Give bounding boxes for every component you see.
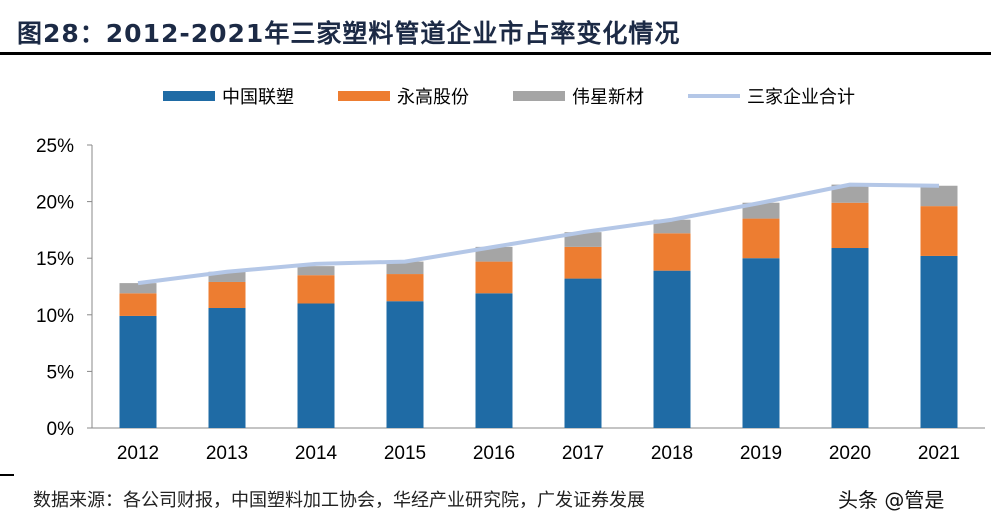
y-tick-label: 5% [47, 362, 75, 383]
bar-3-2012 [119, 283, 157, 294]
bar-1-2013 [208, 308, 246, 428]
source-note: 数据来源：各公司财报，中国塑料加工协会，华经产业研究院，广发证券发展 [33, 490, 645, 511]
bar-1-2019 [742, 258, 780, 428]
bar-3-2021 [920, 185, 958, 207]
footer-divider [0, 474, 14, 476]
bar-2-2021 [920, 206, 958, 256]
x-tick-label: 2015 [384, 443, 426, 464]
legend-label: 伟星新材 [572, 87, 644, 108]
x-tick-label: 2014 [295, 443, 338, 464]
y-tick-label: 10% [36, 306, 74, 327]
bar-1-2012 [119, 315, 157, 428]
legend-label: 中国联塑 [222, 87, 294, 108]
bar-2-2012 [119, 293, 157, 316]
bar-1-2018 [653, 270, 691, 428]
bar-3-2017 [564, 232, 602, 247]
legend-swatch [163, 91, 215, 101]
legend-item: 三家企业合计 [688, 87, 855, 108]
legend-item: 永高股份 [338, 87, 469, 108]
x-tick-label: 2021 [918, 443, 960, 464]
legend-swatch [513, 91, 565, 101]
bar-1-2016 [475, 293, 513, 428]
legend-label: 三家企业合计 [747, 87, 855, 108]
y-tick-label: 0% [47, 419, 75, 440]
bar-1-2015 [386, 301, 424, 428]
x-tick-label: 2012 [117, 443, 159, 464]
bar-3-2013 [208, 271, 246, 282]
bar-1-2020 [831, 248, 869, 428]
legend-swatch [338, 91, 390, 101]
chart-title: 图28：2012-2021年三家塑料管道企业市占率变化情况 [17, 19, 681, 48]
bar-3-2016 [475, 246, 513, 262]
bar-3-2018 [653, 219, 691, 234]
bars [119, 184, 958, 428]
x-tick-label: 2016 [473, 443, 515, 464]
x-tick-label: 2019 [740, 443, 782, 464]
y-tick-label: 15% [36, 249, 74, 270]
bar-1-2014 [297, 303, 335, 428]
title-divider [0, 52, 991, 55]
legend-item: 伟星新材 [513, 87, 644, 108]
bar-2-2015 [386, 274, 424, 302]
bar-2-2019 [742, 218, 780, 259]
total-line-path [137, 182, 940, 286]
x-tick-label: 2018 [651, 443, 693, 464]
legend-item: 中国联塑 [163, 87, 294, 108]
stacked-bar-chart: 中国联塑 永高股份 伟星新材 三家企业合计 0% 5% 10% 15% 20% 25% 2012 2… [36, 87, 985, 464]
bar-2-2017 [564, 246, 602, 279]
x-tick-label: 2013 [206, 443, 248, 464]
bar-3-2019 [742, 202, 780, 219]
x-tick-label: 2020 [829, 443, 871, 464]
bar-2-2016 [475, 261, 513, 294]
y-tick-label: 20% [36, 193, 74, 214]
axes: 0% 5% 10% 15% 20% 25% 2012 2013 2014 2015 2016 2017… [36, 136, 985, 464]
x-tick-label: 2017 [562, 443, 604, 464]
bar-3-2015 [386, 261, 424, 275]
y-tick-label: 25% [36, 136, 74, 157]
bar-3-2014 [297, 266, 335, 276]
total-line [137, 182, 940, 286]
bar-1-2021 [920, 255, 958, 428]
watermark: 头条 @管是 [838, 488, 945, 512]
bar-2-2014 [297, 275, 335, 304]
legend: 中国联塑 永高股份 伟星新材 三家企业合计 [163, 87, 855, 108]
bar-3-2020 [831, 184, 869, 203]
bar-1-2017 [564, 278, 602, 428]
bar-2-2013 [208, 281, 246, 309]
legend-label: 永高股份 [397, 87, 469, 108]
bar-2-2020 [831, 202, 869, 249]
bar-2-2018 [653, 233, 691, 271]
